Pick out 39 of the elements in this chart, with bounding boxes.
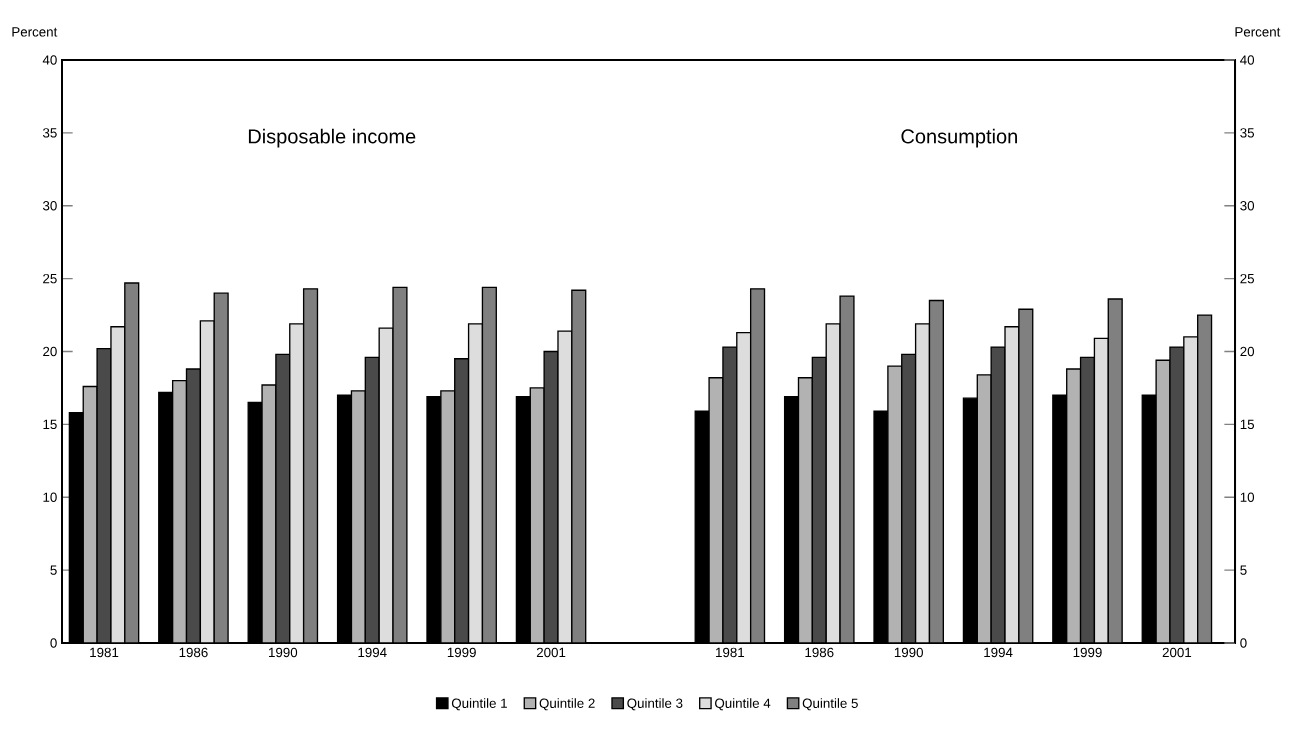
y-tick-label: 10: [43, 492, 57, 502]
y2-tick-label: 10: [1240, 492, 1255, 502]
y-tick-label: 30: [42, 201, 57, 211]
annotation: Disposable income: [248, 128, 416, 148]
y2-axis-title: Percent: [1235, 27, 1281, 37]
legend-label: Quintile 4: [715, 698, 771, 711]
x-tick-label: 1986: [805, 647, 834, 658]
y2-tick-label: 40: [1240, 55, 1255, 65]
x-tick-label: 1999: [447, 647, 476, 658]
y2-tick-label: 30: [1240, 201, 1255, 211]
y-tick-label: 20: [43, 346, 57, 357]
x-tick-label: 2001: [536, 647, 566, 658]
x-tick-label: 1981: [90, 647, 119, 658]
legend-label: Quintile 1: [451, 698, 507, 711]
x-tick-label: 1990: [894, 647, 923, 658]
y-tick-label: 5: [50, 565, 57, 575]
y2-tick-label: 20: [1240, 346, 1255, 357]
x-tick-label: 2001: [1162, 647, 1192, 658]
x-tick-label: 1999: [1073, 647, 1102, 658]
legend-label: Quintile 2: [539, 698, 595, 711]
legend-label: Quintile 3: [627, 698, 683, 711]
y2-tick-label: 35: [1240, 128, 1255, 138]
y2-tick-label: 25: [1240, 273, 1255, 284]
y-tick-label: 15: [43, 419, 57, 430]
annotation: Consumption: [901, 128, 1017, 148]
x-tick-label: 1990: [269, 647, 298, 658]
y-tick-label: 25: [43, 273, 57, 284]
x-tick-label: 1994: [358, 647, 387, 658]
x-tick-label: 1986: [179, 647, 208, 658]
x-tick-label: 1981: [716, 647, 745, 658]
y-tick-label: 35: [42, 128, 57, 138]
legend-label: Quintile 5: [802, 698, 858, 711]
y2-tick-label: 0: [1240, 638, 1247, 648]
y2-tick-label: 5: [1240, 565, 1247, 575]
x-tick-label: 1994: [984, 647, 1013, 658]
y2-tick-label: 15: [1240, 419, 1255, 430]
y-tick-label: 40: [42, 55, 57, 65]
y-axis-title: Percent: [12, 27, 58, 37]
y-tick-label: 0: [50, 638, 57, 648]
